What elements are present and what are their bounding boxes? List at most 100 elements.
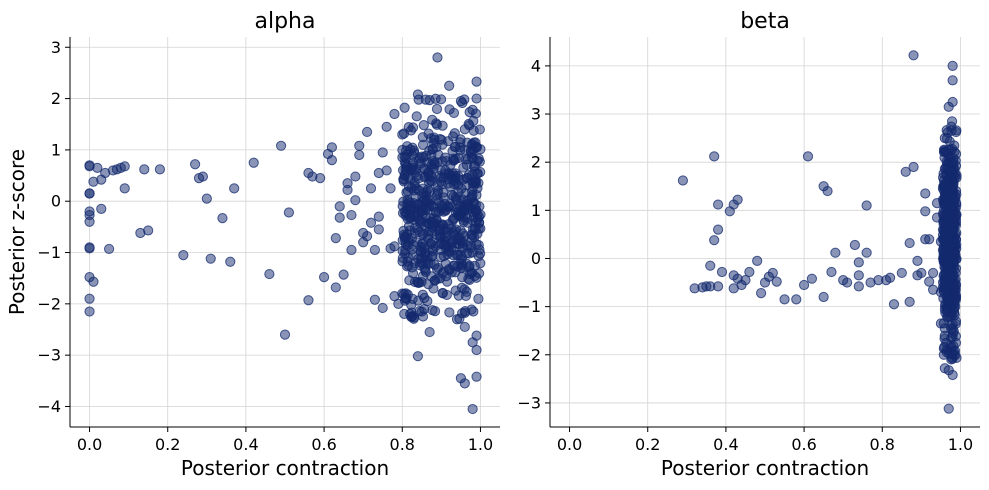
data-point xyxy=(822,185,833,197)
data-point xyxy=(826,266,837,278)
data-point xyxy=(456,282,467,293)
x-tick-label: 0.4 xyxy=(713,435,738,454)
data-point xyxy=(459,378,470,389)
data-point xyxy=(400,152,411,163)
data-point xyxy=(350,195,361,206)
data-point xyxy=(454,232,465,244)
data-point xyxy=(409,177,420,188)
data-point xyxy=(471,371,482,382)
data-point xyxy=(941,133,953,144)
data-point xyxy=(399,231,410,242)
data-point xyxy=(84,188,95,199)
y-tick-label: 0 xyxy=(51,192,61,211)
data-point xyxy=(908,50,919,61)
data-point xyxy=(943,241,955,253)
data-point xyxy=(154,164,166,175)
data-point xyxy=(949,172,961,183)
y-tick-label: 4 xyxy=(531,56,541,75)
data-point xyxy=(437,139,448,150)
data-point xyxy=(939,217,950,228)
data-point xyxy=(461,180,472,191)
data-point xyxy=(414,226,425,238)
data-point xyxy=(431,103,443,115)
y-tick-label: −4 xyxy=(37,397,61,416)
y-tick-label: 2 xyxy=(51,89,61,108)
data-point xyxy=(275,140,287,151)
data-point xyxy=(467,104,478,115)
x-tick-label: 0.0 xyxy=(77,435,102,454)
data-point xyxy=(449,175,460,186)
data-point xyxy=(354,149,365,161)
data-point xyxy=(92,162,103,173)
data-point xyxy=(361,231,373,242)
data-point xyxy=(467,224,478,235)
data-point xyxy=(419,163,430,174)
data-point xyxy=(712,281,724,292)
data-point xyxy=(940,272,952,284)
data-point xyxy=(950,301,961,312)
data-point xyxy=(937,233,949,245)
data-point xyxy=(950,290,962,301)
data-point xyxy=(119,183,130,194)
data-point xyxy=(947,60,958,71)
data-point xyxy=(334,212,345,223)
data-point xyxy=(712,224,724,235)
y-tick-label: 3 xyxy=(51,38,61,57)
data-point xyxy=(950,337,962,348)
data-point xyxy=(946,183,957,195)
data-point xyxy=(412,89,424,100)
x-tick-label: 1.0 xyxy=(948,435,973,454)
data-point xyxy=(712,199,724,210)
data-point xyxy=(449,128,460,139)
data-point xyxy=(283,207,295,218)
data-point xyxy=(471,93,482,104)
data-point xyxy=(425,238,437,249)
x-tick-label: 0.6 xyxy=(791,435,816,454)
data-point xyxy=(436,165,447,176)
data-point xyxy=(398,176,409,187)
data-point xyxy=(471,238,482,250)
data-point xyxy=(457,243,468,254)
data-point xyxy=(416,306,427,317)
data-point xyxy=(88,276,99,287)
data-point xyxy=(229,183,240,194)
data-point xyxy=(467,337,478,348)
data-point xyxy=(318,272,330,283)
data-point xyxy=(401,293,412,305)
data-point xyxy=(427,114,438,125)
data-point xyxy=(468,211,480,222)
data-point xyxy=(417,205,428,216)
chart-title: beta xyxy=(740,9,790,34)
data-point xyxy=(830,247,841,258)
data-point xyxy=(84,216,95,227)
data-point xyxy=(264,268,275,280)
data-point xyxy=(436,200,447,211)
data-point xyxy=(946,352,957,363)
data-point xyxy=(426,200,437,211)
x-tick-label: 0.8 xyxy=(390,435,415,454)
data-point xyxy=(417,289,428,300)
y-tick-label: −2 xyxy=(517,345,541,364)
data-point xyxy=(424,326,435,338)
data-point xyxy=(369,244,381,256)
data-point xyxy=(853,281,864,292)
data-point xyxy=(303,295,314,306)
data-point xyxy=(361,126,373,138)
data-point xyxy=(412,351,424,362)
data-point xyxy=(139,164,150,175)
data-point xyxy=(334,201,345,212)
data-point xyxy=(143,225,154,236)
y-tick-label: 0 xyxy=(531,249,541,268)
data-point xyxy=(346,244,357,256)
data-point xyxy=(798,279,810,291)
data-point xyxy=(464,120,475,131)
data-point xyxy=(471,76,482,87)
x-tick-label: 0.4 xyxy=(233,435,258,454)
data-point xyxy=(908,161,919,173)
data-point xyxy=(467,403,478,415)
data-point xyxy=(248,157,259,168)
data-point xyxy=(403,252,414,263)
data-point xyxy=(451,195,462,206)
chart-title: alpha xyxy=(255,9,316,34)
data-point xyxy=(402,261,413,272)
